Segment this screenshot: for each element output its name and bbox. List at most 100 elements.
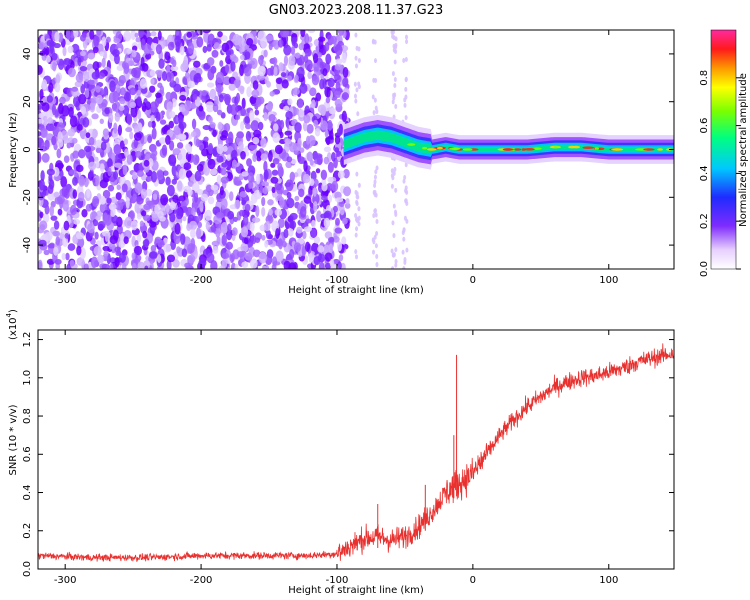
y-tick-label: 1.0 — [22, 370, 33, 386]
noise-cell — [184, 100, 192, 111]
x-tick-label: -200 — [190, 575, 213, 586]
noise-cell — [87, 79, 95, 85]
noise-cell — [166, 254, 176, 263]
noise-cell — [80, 106, 86, 115]
noise-cell — [302, 230, 307, 240]
x-tick-label: 0 — [470, 275, 476, 286]
noise-cell — [342, 66, 349, 78]
noise-cell — [264, 240, 269, 248]
noise-cell — [187, 188, 193, 197]
noise-cell — [109, 235, 118, 245]
speckle-cell — [391, 30, 395, 35]
noise-cell — [95, 215, 101, 221]
noise-cell — [267, 101, 273, 112]
noise-cell — [307, 71, 312, 80]
noise-cell — [204, 209, 212, 221]
colorbar-label: Normalized spectral amplitude — [738, 73, 749, 227]
noise-cell — [128, 60, 135, 67]
noise-cell — [57, 208, 63, 216]
noise-cell — [71, 43, 80, 54]
noise-cell — [268, 208, 273, 216]
noise-cell — [288, 55, 296, 66]
speckle-cell — [375, 219, 379, 225]
noise-cell — [215, 212, 224, 218]
signal-hotspot — [521, 148, 526, 151]
noise-cell — [206, 44, 212, 52]
colorbar-tick-label: 0.0 — [699, 261, 710, 277]
noise-cell — [133, 125, 140, 134]
noise-cell — [171, 178, 177, 185]
noise-cell — [180, 233, 186, 245]
speckle-cell — [357, 182, 361, 188]
signal-hotspot — [502, 148, 513, 151]
speckle-cell — [373, 234, 377, 240]
noise-cell — [308, 178, 315, 186]
speckle-cell — [373, 174, 377, 180]
noise-cell — [60, 176, 68, 188]
noise-cell — [282, 241, 287, 248]
noise-cell — [328, 243, 334, 254]
noise-cell — [200, 193, 209, 202]
speckle-cell — [375, 165, 379, 171]
noise-cell — [268, 150, 273, 162]
noise-cell — [44, 231, 53, 241]
noise-cell — [123, 92, 132, 102]
noise-cell — [252, 153, 257, 163]
noise-cell — [275, 250, 284, 263]
speckle-cell — [390, 173, 394, 179]
speckle-cell — [393, 76, 397, 82]
noise-cell — [270, 65, 275, 76]
noise-cell — [317, 245, 325, 253]
noise-cell — [339, 204, 345, 216]
noise-cell — [286, 191, 292, 199]
noise-cell — [264, 75, 269, 85]
noise-cell — [150, 244, 157, 252]
noise-cell — [39, 50, 46, 56]
noise-cell — [221, 252, 229, 260]
noise-cell — [321, 182, 328, 192]
noise-cell — [288, 227, 294, 237]
noise-cell — [112, 103, 117, 112]
noise-cell — [293, 242, 302, 253]
noise-cell — [289, 220, 297, 230]
noise-cell — [44, 204, 50, 215]
noise-cell — [265, 229, 272, 240]
y-tick-label: 20 — [22, 95, 33, 108]
noise-cell — [223, 122, 231, 133]
noise-cell — [67, 45, 74, 54]
noise-cell — [85, 132, 91, 139]
noise-cell — [328, 194, 333, 203]
noise-cell — [77, 56, 82, 67]
noise-cell — [303, 195, 312, 204]
speckle-cell — [355, 87, 359, 93]
speckle-cell — [372, 239, 376, 245]
speckle-cell — [371, 94, 375, 100]
noise-cell — [304, 241, 311, 252]
noise-cell — [221, 234, 227, 246]
noise-cell — [82, 117, 90, 128]
noise-cell — [185, 151, 192, 163]
snr-x-ticks: -300 -200 -100 0 100 — [54, 330, 618, 586]
speckle-cell — [373, 208, 377, 214]
noise-cell — [249, 221, 255, 232]
noise-cell — [100, 141, 107, 151]
noise-cell — [324, 262, 332, 269]
noise-cell — [114, 257, 120, 268]
noise-cell — [157, 210, 164, 219]
noise-cell — [39, 88, 44, 100]
noise-cell — [63, 155, 70, 163]
noise-cell — [130, 105, 138, 118]
noise-cell — [122, 164, 128, 176]
noise-cell — [187, 80, 196, 88]
colorbar-tick-label: 0.6 — [699, 118, 710, 134]
noise-cell — [40, 170, 45, 182]
noise-cell — [150, 78, 155, 85]
y-tick-label: 40 — [22, 48, 33, 61]
signal-hotspot — [643, 148, 655, 151]
speckle-cell — [392, 252, 396, 258]
noise-cell — [179, 45, 185, 56]
colorbar-gradient — [710, 29, 737, 270]
noise-cell — [221, 130, 229, 139]
noise-cell — [281, 99, 290, 105]
snr-x-label: Height of straight line (km) — [288, 585, 424, 596]
